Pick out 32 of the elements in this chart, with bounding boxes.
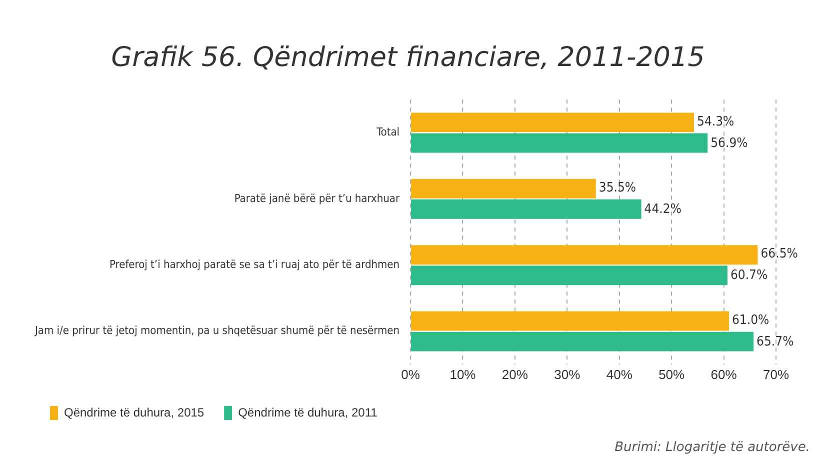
y-tick-label: Total: [376, 126, 400, 139]
x-tick-label: 50%: [658, 366, 686, 382]
x-tick-label: 60%: [710, 366, 738, 382]
bar: [411, 199, 642, 219]
y-tick-label: Preferoj t’i harxhoj paratë se sa t’i ruaj ato për të ardhmen: [110, 258, 400, 271]
x-tick-label: 10%: [450, 366, 476, 382]
bar: [411, 245, 758, 265]
bar: [411, 266, 728, 286]
data-label: 60.7%: [730, 268, 768, 284]
bar: [411, 112, 694, 132]
text: Burimi: Llogaritje të autorëve.: [614, 440, 810, 455]
y-tick-label: Jam i/e prirur të jetoj momentin, pa u shqetësuar shumë për të nesërmen: [34, 324, 400, 338]
y-tick-label: Paratë janë bërë për t’u harxhuar: [234, 192, 400, 205]
x-tick-label: 30%: [554, 366, 581, 382]
bar: [411, 133, 708, 153]
legend-label: Qëndrime të duhura, 2011: [238, 405, 378, 420]
x-tick-label: 20%: [502, 366, 528, 382]
data-label: 35.5%: [598, 180, 636, 196]
chart-title: Grafik 56. Qëndrimet financiare, 2011-2015: [110, 42, 706, 73]
data-label: 61.0%: [732, 312, 770, 328]
x-tick-label: 0%: [401, 366, 420, 382]
legend-label: Qëndrime të duhura, 2015: [64, 405, 204, 420]
data-label: 66.5%: [760, 246, 798, 262]
data-label: 54.3%: [697, 114, 734, 130]
bar: [411, 178, 596, 198]
data-label: 44.2%: [644, 202, 682, 218]
data-label: 56.9%: [710, 136, 748, 151]
bar: [411, 311, 730, 331]
data-label: 65.7%: [756, 334, 794, 350]
x-tick-label: 40%: [606, 366, 633, 382]
x-tick-label: 70%: [762, 366, 790, 382]
bar: [411, 332, 754, 352]
